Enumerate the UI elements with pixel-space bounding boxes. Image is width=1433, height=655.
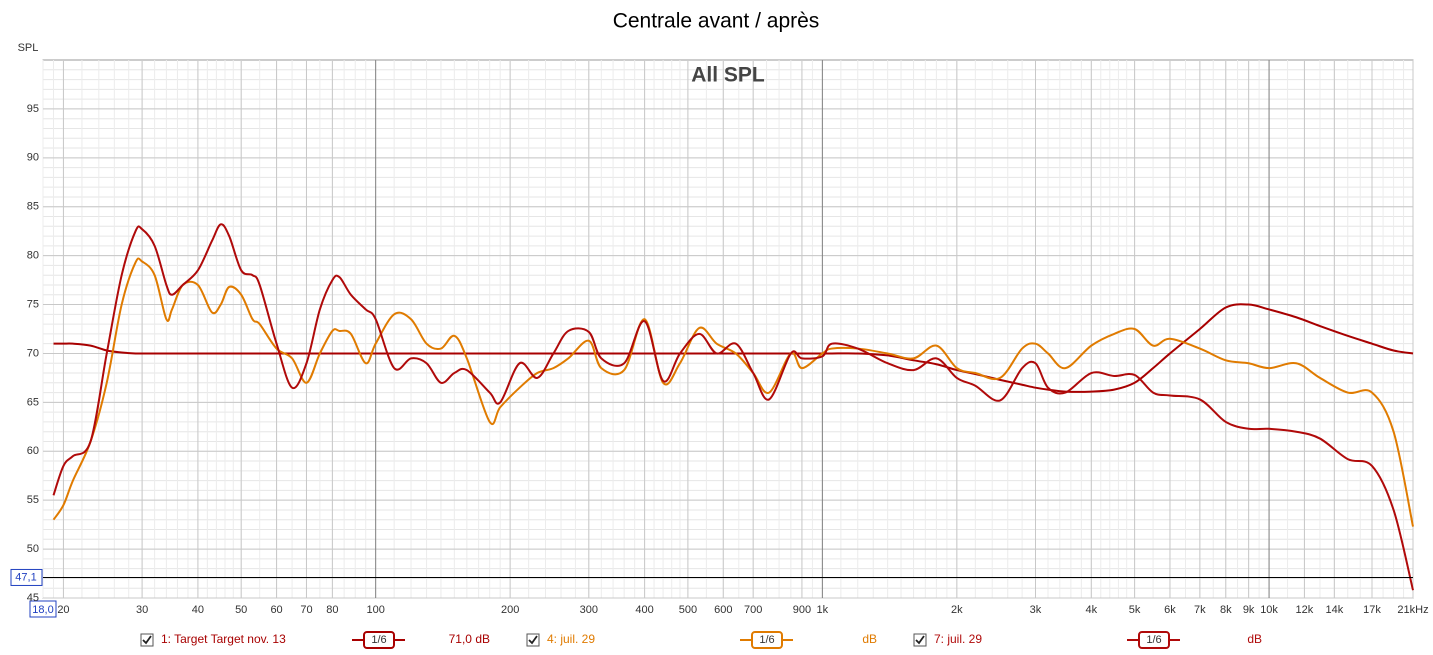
- legend-check: [915, 635, 925, 645]
- x-tick-label: 2k: [951, 604, 963, 616]
- series-line: [52, 257, 1414, 527]
- legend-label: 4: juil. 29: [547, 632, 595, 646]
- x-tick-label: 12k: [1296, 604, 1314, 616]
- x-tick-label: 500: [679, 604, 697, 616]
- grid: [42, 60, 1414, 599]
- legend-smoothing-box: [1138, 631, 1170, 649]
- legend-check: [142, 635, 152, 645]
- x-tick-label: 8k: [1220, 604, 1232, 616]
- cursor-box: [29, 600, 57, 618]
- x-tick-label: 40: [192, 604, 204, 616]
- legend-smoothing: 1/6: [371, 634, 386, 646]
- legend-readout: 71,0 dB: [449, 632, 490, 646]
- legend-check: [528, 635, 538, 645]
- y-tick-label: 80: [27, 250, 39, 262]
- legend-checkbox[interactable]: [913, 633, 927, 647]
- y-tick-label: 95: [27, 103, 39, 115]
- cursor-label: 18,0: [32, 604, 53, 616]
- series-line: [53, 303, 1414, 393]
- x-tick-label: 70: [300, 604, 312, 616]
- x-tick-label: 7k: [1194, 604, 1206, 616]
- x-tick-label: 9k: [1243, 604, 1255, 616]
- x-tick-label: 6k: [1164, 604, 1176, 616]
- y-tick-label: 70: [27, 347, 39, 359]
- x-tick-label: 50: [235, 604, 247, 616]
- legend-label: 1: Target Target nov. 13: [161, 632, 286, 646]
- legend-smoothing-box: [363, 631, 395, 649]
- y-tick-label: 55: [27, 494, 39, 506]
- x-tick-label: 700: [744, 604, 762, 616]
- y-tick-label: 50: [27, 543, 39, 555]
- y-tick-label: 75: [27, 298, 39, 310]
- overlay: 47,1 18,0 1: Target Target nov. 13 1/6 71,0 …: [10, 568, 1413, 649]
- x-tick-label: 100: [366, 604, 384, 616]
- x-tick-label: 60: [270, 604, 282, 616]
- x-tick-label: 400: [635, 604, 653, 616]
- chart-title: Centrale avant / après: [613, 10, 820, 33]
- plot-area: [42, 59, 1414, 599]
- x-tick-label: 300: [580, 604, 598, 616]
- x-tick-label: 30: [136, 604, 148, 616]
- lines: [52, 223, 1414, 591]
- legend-readout: dB: [1247, 632, 1262, 646]
- x-tick-label: 900: [793, 604, 811, 616]
- cursor-box: [10, 568, 43, 586]
- legend-smoothing-box: [751, 631, 783, 649]
- y-axis-label: SPL: [18, 42, 39, 54]
- plot-label: All SPL: [691, 64, 765, 87]
- legend-smoothing: 1/6: [1146, 634, 1161, 646]
- y-tick-label: 90: [27, 152, 39, 164]
- cursor-label: 47,1: [15, 571, 36, 583]
- x-tick-label: 3k: [1030, 604, 1042, 616]
- x-tick-label: 20: [57, 604, 69, 616]
- legend-checkbox[interactable]: [526, 633, 540, 647]
- x-tick-label: 10k: [1260, 604, 1278, 616]
- legend-checkbox[interactable]: [140, 633, 154, 647]
- x-tick-label: 1k: [817, 604, 829, 616]
- y-tick-label: 65: [27, 396, 39, 408]
- x-tick-label: 17k: [1363, 604, 1381, 616]
- series-line: [52, 223, 1414, 591]
- x-tick-label: 4k: [1085, 604, 1097, 616]
- y-tick-label: 45: [27, 592, 39, 604]
- x-tick-label: 14k: [1325, 604, 1343, 616]
- y-tick-label: 85: [27, 201, 39, 213]
- legend-readout: dB: [862, 632, 877, 646]
- x-tick-label: 200: [501, 604, 519, 616]
- x-tick-label: 21kHz: [1397, 604, 1428, 616]
- legend-label: 7: juil. 29: [934, 632, 982, 646]
- x-tick-label: 600: [714, 604, 732, 616]
- x-tick-label: 5k: [1129, 604, 1141, 616]
- y-tick-label: 60: [27, 445, 39, 457]
- x-tick-label: 80: [326, 604, 338, 616]
- legend-smoothing: 1/6: [759, 634, 774, 646]
